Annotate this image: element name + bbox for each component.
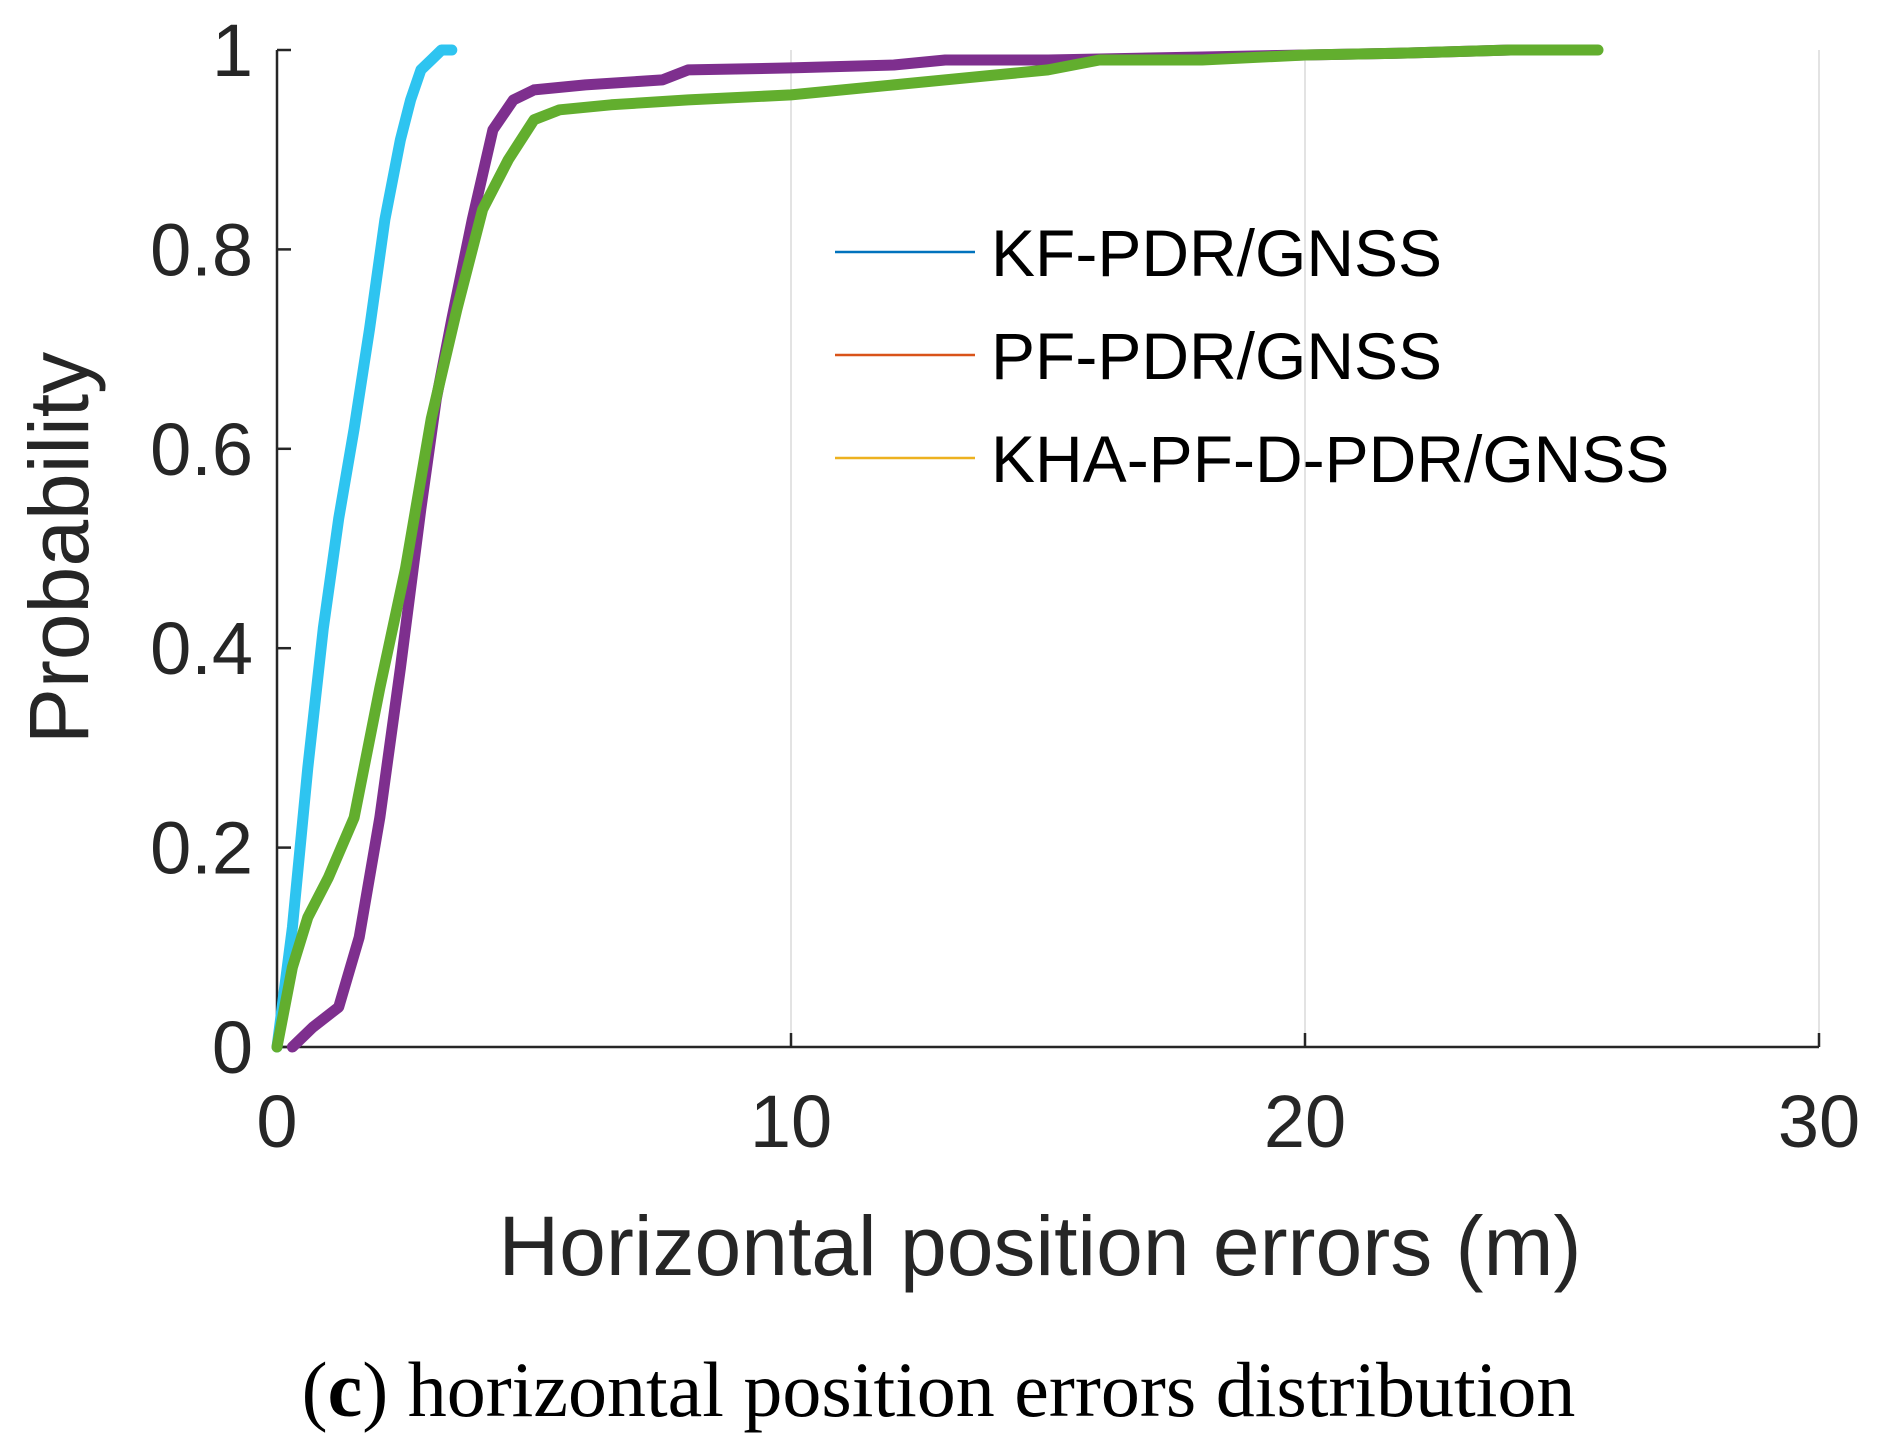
caption-text: horizontal position errors distribution <box>388 1346 1576 1433</box>
axes: 0 10 20 30 0 0.2 0.4 0.6 0.8 1 <box>150 9 1860 1163</box>
caption-close-paren: ) <box>362 1346 389 1433</box>
y-tick-label-0.4: 0.4 <box>150 607 253 690</box>
legend-label-2: PF-PDR/GNSS <box>991 319 1442 393</box>
legend: KF-PDR/GNSS PF-PDR/GNSS KHA-PF-D-PDR/GNSS <box>835 216 1669 496</box>
x-tick-label-10: 10 <box>750 1080 832 1163</box>
x-tick-label-0: 0 <box>256 1080 297 1163</box>
y-axis-label: Probability <box>12 352 106 744</box>
x-tick-label-20: 20 <box>1264 1080 1346 1163</box>
legend-label-1: KF-PDR/GNSS <box>991 216 1442 290</box>
series-line-3 <box>271 44 1604 1053</box>
grid-lines <box>790 50 1820 1047</box>
x-axis-label: Horizontal position errors (m) <box>499 1199 1582 1293</box>
caption-open-paren: ( <box>301 1346 328 1433</box>
series-line-1 <box>271 44 458 1053</box>
x-tick-label-30: 30 <box>1778 1080 1860 1163</box>
y-tick-label-0: 0 <box>212 1006 253 1089</box>
y-tick-label-0.2: 0.2 <box>150 807 253 890</box>
y-tick-label-1: 1 <box>212 9 253 92</box>
legend-label-3: KHA-PF-D-PDR/GNSS <box>991 422 1669 496</box>
y-tick-label-0.6: 0.6 <box>150 408 253 491</box>
y-tick-label-0.8: 0.8 <box>150 208 253 291</box>
figure-caption: (c) horizontal position errors distribut… <box>0 1345 1877 1435</box>
caption-label: c <box>327 1346 363 1433</box>
series-lines <box>271 44 1604 1053</box>
